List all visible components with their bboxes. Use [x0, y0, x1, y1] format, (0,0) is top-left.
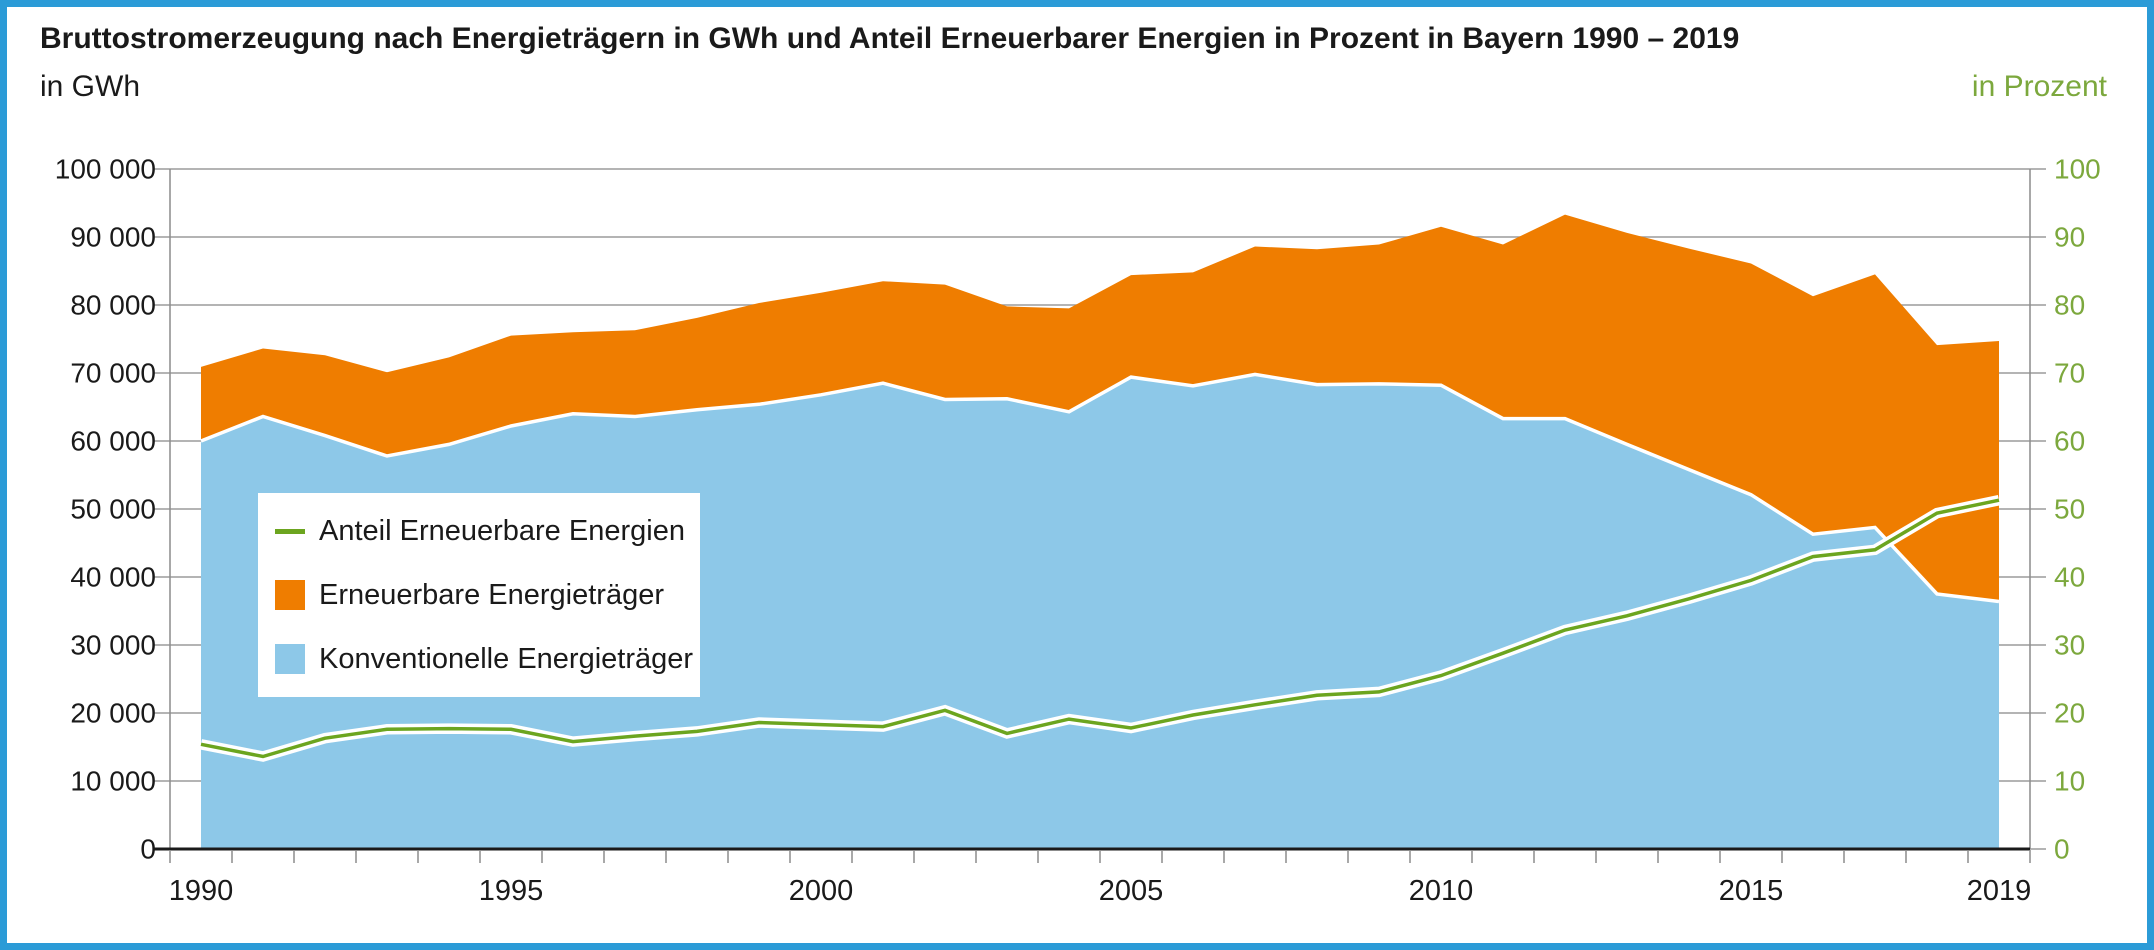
page-title: Bruttostromerzeugung nach Energieträgern… [40, 22, 1740, 55]
right-axis-tick-label: 100 [2054, 154, 2101, 185]
legend-line-swatch-green [275, 528, 305, 534]
x-axis-tick-label: 2005 [1099, 875, 1164, 907]
right-axis-tick-label: 80 [2054, 290, 2085, 321]
x-axis-tick-label: 1995 [479, 875, 544, 907]
right-axis-tick-label: 60 [2054, 426, 2085, 457]
right-axis-unit-label: in Prozent [1971, 70, 2107, 103]
x-axis-tick-label: 2019 [1967, 875, 2032, 907]
right-axis-tick-label: 50 [2054, 494, 2085, 525]
left-axis-tick-label: 50 000 [70, 494, 156, 525]
legend-item-renewable: Erneuerbare Energieträger [258, 579, 700, 612]
right-axis-tick-label: 70 [2054, 358, 2085, 389]
chart-legend: Anteil Erneuerbare Energien Erneuerbare … [258, 493, 700, 697]
x-axis-tick-label: 2000 [789, 875, 854, 907]
x-axis-tick-label: 2015 [1719, 875, 1784, 907]
left-axis-tick-label: 70 000 [70, 358, 156, 389]
left-axis-tick-label: 80 000 [70, 290, 156, 321]
left-axis-unit-label: in GWh [40, 70, 141, 103]
legend-label: Konventionelle Energieträger [319, 642, 694, 675]
legend-item-conventional: Konventionelle Energieträger [258, 643, 700, 676]
left-axis-tick-label: 60 000 [70, 426, 156, 457]
legend-item-share: Anteil Erneuerbare Energien [258, 515, 700, 548]
right-axis-tick-label: 30 [2054, 630, 2085, 661]
left-axis-tick-label: 10 000 [70, 766, 156, 797]
left-axis-tick-label: 100 000 [55, 154, 156, 185]
area-renewable [201, 214, 1999, 602]
legend-square-swatch-blue [275, 644, 305, 674]
x-axis-tick-label: 2010 [1409, 875, 1474, 907]
right-axis-tick-label: 10 [2054, 766, 2085, 797]
legend-label: Anteil Erneuerbare Energien [319, 514, 685, 547]
right-axis-tick-label: 90 [2054, 222, 2085, 253]
left-axis-tick-label: 20 000 [70, 698, 156, 729]
legend-label: Erneuerbare Energieträger [319, 578, 664, 611]
x-axis-tick-label: 1990 [169, 875, 234, 907]
right-axis-tick-label: 40 [2054, 562, 2085, 593]
area-boundary-stroke [200, 372, 2000, 604]
left-axis-tick-label: 0 [140, 834, 156, 865]
left-axis-tick-label: 30 000 [70, 630, 156, 661]
right-axis-tick-label: 0 [2054, 834, 2070, 865]
left-axis-tick-label: 40 000 [70, 562, 156, 593]
share-line [200, 498, 2000, 759]
right-axis-tick-label: 20 [2054, 698, 2085, 729]
legend-square-swatch-orange [275, 580, 305, 610]
left-axis-tick-label: 90 000 [70, 222, 156, 253]
